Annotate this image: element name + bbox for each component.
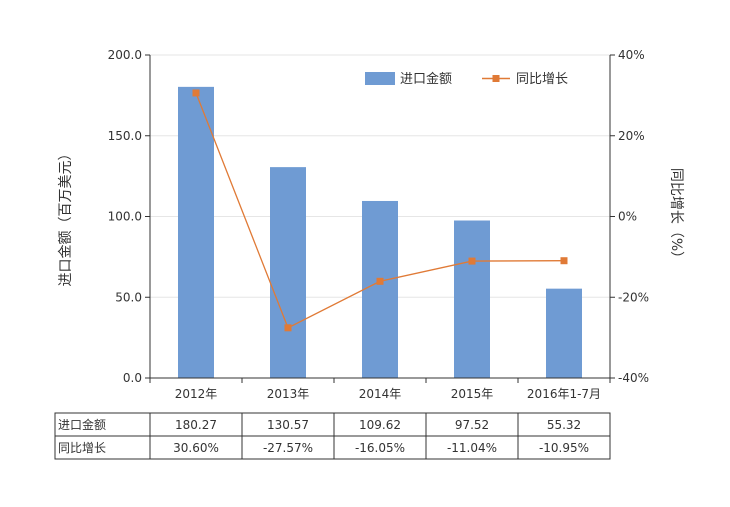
growth-point-3: [376, 277, 384, 285]
y2-tick-label: -20%: [618, 290, 649, 304]
table-cell: 180.27: [175, 418, 217, 432]
y2-tick-label: 40%: [618, 48, 645, 62]
y-tick-label: 50.0: [115, 290, 142, 304]
data-table: 进口金额 180.27 130.57 109.62 97.52 55.32 同比增长 30.6…: [54, 412, 611, 460]
y2-axis-title: 同比增长（%）: [668, 168, 684, 265]
legend-marker-line: [492, 75, 500, 82]
line-layer: [192, 89, 568, 332]
table-cell: 55.32: [547, 418, 581, 432]
bar-5: [546, 288, 582, 378]
bar-1: [178, 86, 214, 378]
table-row-header: 同比增长: [58, 441, 106, 455]
table-cell: 30.60%: [173, 441, 219, 455]
y-tick-label: 150.0: [108, 129, 142, 143]
y-tick-label: 0.0: [123, 371, 142, 385]
table-cell: 109.62: [359, 418, 401, 432]
table-cell: -10.95%: [539, 441, 589, 455]
y2-tick-label: -40%: [618, 371, 649, 385]
bar-2: [270, 167, 306, 378]
growth-point-2: [284, 324, 292, 332]
bar-4: [454, 220, 490, 378]
growth-point-1: [192, 89, 200, 97]
y2-tick-label: 20%: [618, 129, 645, 143]
table-cell: -16.05%: [355, 441, 405, 455]
x-tick-label: 2014年: [359, 387, 402, 401]
bar-3: [362, 200, 398, 378]
table-cell: -11.04%: [447, 441, 497, 455]
x-tick-label: 2015年: [451, 387, 494, 401]
legend-label-line: 同比增长: [516, 72, 568, 87]
legend-swatch-bar: [365, 72, 395, 85]
y2-tick-label: 0%: [618, 210, 637, 224]
table-cell: -27.57%: [263, 441, 313, 455]
table-cell: 97.52: [455, 418, 489, 432]
table-row-header: 进口金额: [58, 417, 106, 432]
legend: 进口金额 同比增长: [365, 71, 568, 87]
y-tick-label: 200.0: [108, 48, 142, 62]
growth-point-5: [560, 257, 568, 265]
legend-label-bar: 进口金额: [400, 71, 452, 87]
x-tick-label: 2016年1-7月: [527, 387, 601, 401]
x-tick-label: 2012年: [175, 387, 218, 401]
growth-point-4: [468, 257, 476, 265]
axes-layer: 0.0 50.0 100.0 150.0 200.0 -40% -20% 0% 20% 40% 20…: [58, 48, 684, 401]
table-cell: 130.57: [267, 418, 309, 432]
bars-layer: [178, 86, 582, 378]
x-tick-label: 2013年: [267, 387, 310, 401]
y-tick-label: 100.0: [108, 210, 142, 224]
y-axis-title: 进口金额（百万美元）: [58, 147, 74, 287]
